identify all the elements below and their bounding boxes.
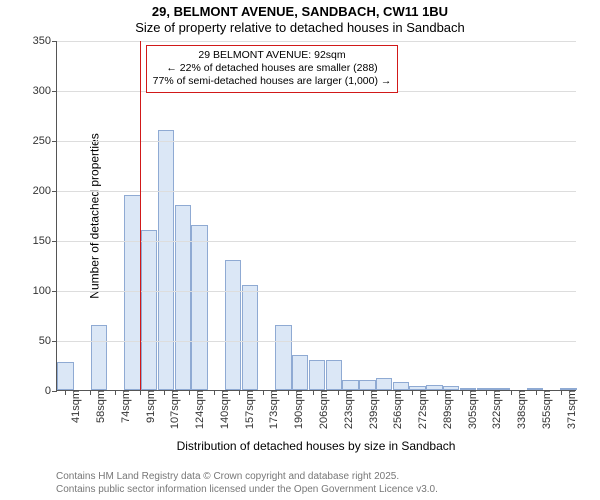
xtick-label: 74sqm — [115, 390, 132, 423]
histogram-bar — [242, 285, 258, 390]
histogram-bar — [175, 205, 191, 390]
histogram-bar — [124, 195, 140, 390]
ytick-label: 350 — [33, 35, 57, 47]
ytick-label: 250 — [33, 135, 57, 147]
xtick-label: 157sqm — [239, 390, 256, 429]
histogram-bar — [191, 225, 207, 390]
xtick-label: 91sqm — [140, 390, 157, 423]
callout-box: 29 BELMONT AVENUE: 92sqm← 22% of detache… — [146, 45, 399, 92]
xtick-label: 140sqm — [214, 390, 231, 429]
xtick-label: 256sqm — [387, 390, 404, 429]
ytick-label: 150 — [33, 235, 57, 247]
callout-line: ← 22% of detached houses are smaller (28… — [153, 62, 392, 75]
gridline — [57, 241, 576, 242]
xtick-label: 289sqm — [437, 390, 454, 429]
xtick-label: 58sqm — [90, 390, 107, 423]
xtick-label: 206sqm — [313, 390, 330, 429]
histogram-bar — [57, 362, 73, 390]
ytick-label: 100 — [33, 285, 57, 297]
gridline — [57, 141, 576, 142]
xtick-label: 371sqm — [561, 390, 578, 429]
bars-container — [57, 41, 576, 390]
attribution-footer: Contains HM Land Registry data © Crown c… — [56, 471, 438, 496]
x-axis-label: Distribution of detached houses by size … — [177, 439, 456, 453]
histogram-bar — [225, 260, 241, 390]
histogram-bar — [292, 355, 308, 390]
ytick-label: 50 — [39, 335, 57, 347]
xtick-label: 41sqm — [65, 390, 82, 423]
chart-area: Number of detached properties 0501001502… — [56, 41, 576, 391]
callout-line: 77% of semi-detached houses are larger (… — [153, 75, 392, 88]
gridline — [57, 191, 576, 192]
histogram-bar — [158, 130, 174, 390]
histogram-bar — [376, 378, 392, 390]
xtick-label: 355sqm — [536, 390, 553, 429]
marker-line — [140, 41, 141, 390]
xtick-label: 124sqm — [189, 390, 206, 429]
footer-line-2: Contains public sector information licen… — [56, 484, 438, 497]
histogram-bar — [141, 230, 157, 390]
xtick-label: 173sqm — [263, 390, 280, 429]
xtick-label: 305sqm — [462, 390, 479, 429]
ytick-label: 300 — [33, 85, 57, 97]
ytick-label: 200 — [33, 185, 57, 197]
xtick-label: 107sqm — [164, 390, 181, 429]
chart-title-main: 29, BELMONT AVENUE, SANDBACH, CW11 1BU — [0, 4, 600, 20]
histogram-bar — [275, 325, 291, 390]
footer-line-1: Contains HM Land Registry data © Crown c… — [56, 471, 438, 484]
chart-title-block: 29, BELMONT AVENUE, SANDBACH, CW11 1BU S… — [0, 0, 600, 35]
xtick-label: 223sqm — [338, 390, 355, 429]
histogram-bar — [393, 382, 409, 390]
histogram-bar — [91, 325, 107, 390]
chart-title-sub: Size of property relative to detached ho… — [0, 20, 600, 36]
xtick-label: 322sqm — [486, 390, 503, 429]
callout-line: 29 BELMONT AVENUE: 92sqm — [153, 49, 392, 62]
xtick-label: 190sqm — [288, 390, 305, 429]
gridline — [57, 291, 576, 292]
histogram-bar — [326, 360, 342, 390]
histogram-bar — [342, 380, 358, 390]
plot-area: 05010015020025030035041sqm58sqm74sqm91sq… — [56, 41, 576, 391]
histogram-bar — [309, 360, 325, 390]
histogram-bar — [359, 380, 375, 390]
xtick-label: 239sqm — [363, 390, 380, 429]
xtick-label: 272sqm — [412, 390, 429, 429]
ytick-label: 0 — [45, 385, 57, 397]
gridline — [57, 41, 576, 42]
gridline — [57, 341, 576, 342]
xtick-label: 338sqm — [511, 390, 528, 429]
